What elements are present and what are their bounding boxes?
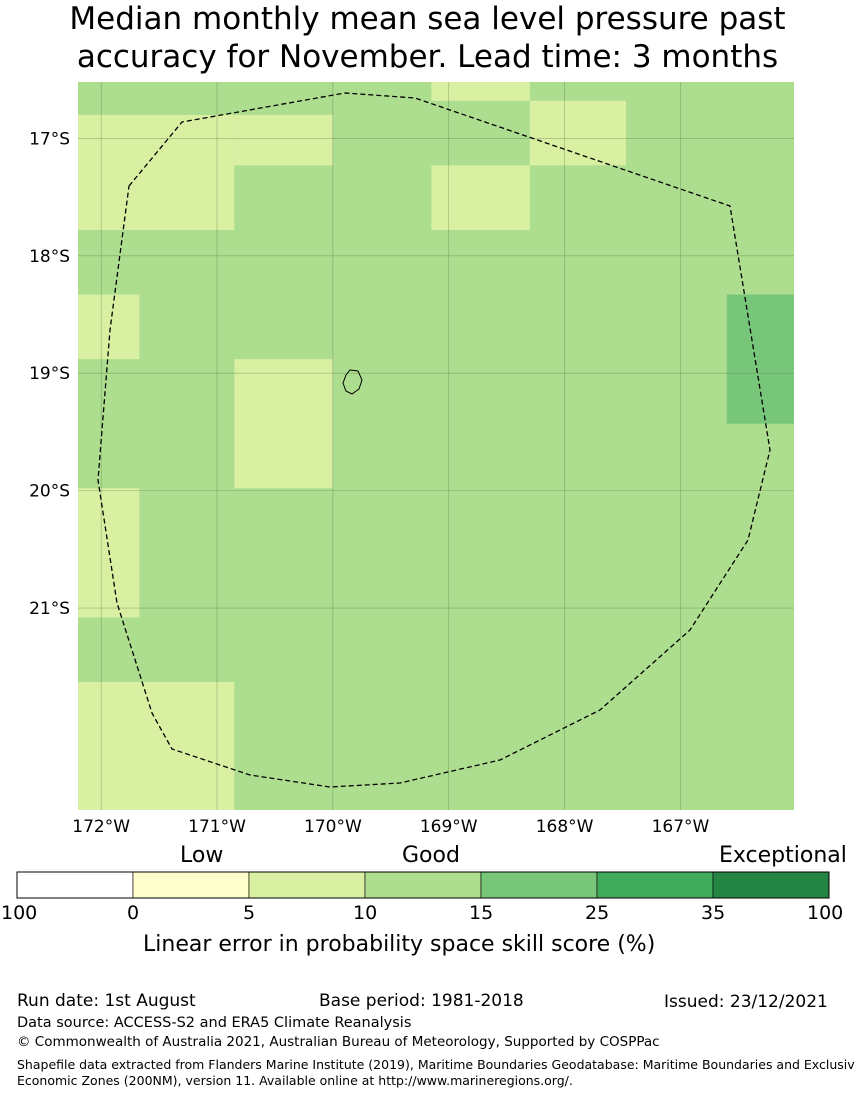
colorbar-segment xyxy=(480,871,598,899)
legend-label-good: Good xyxy=(402,843,460,868)
colorbar-tick: 10 xyxy=(353,902,378,924)
lon-tick-label: 170°W xyxy=(304,817,362,837)
map-title: Median monthly mean sea level pressure p… xyxy=(0,0,855,76)
skill-cell xyxy=(431,165,530,230)
colorbar-axis-label: Linear error in probability space skill … xyxy=(143,932,656,957)
colorbar-tick: 100 xyxy=(1,902,38,924)
shapefile-credit-line-1: Shapefile data extracted from Flanders M… xyxy=(17,1057,855,1072)
colorbar-segment xyxy=(132,871,250,899)
copyright-notice: © Commonwealth of Australia 2021, Austra… xyxy=(17,1034,660,1050)
skill-cell xyxy=(234,359,333,489)
eez-boundary xyxy=(97,92,771,788)
colorbar-tick: 35 xyxy=(701,902,726,924)
skill-cell xyxy=(234,114,333,166)
issued-date: Issued: 23/12/2021 xyxy=(664,992,828,1012)
map-title-line-1: Median monthly mean sea level pressure p… xyxy=(69,1,786,37)
colorbar-tick: 0 xyxy=(127,902,140,924)
lon-tick-label: 171°W xyxy=(188,817,246,837)
lat-tick-label: 21°S xyxy=(29,599,70,619)
shapefile-credit-line-2: Economic Zones (200NM), version 11. Avai… xyxy=(17,1073,573,1088)
lat-tick-label: 18°S xyxy=(29,247,70,267)
skill-cell xyxy=(529,100,627,166)
lat-tick-label: 17°S xyxy=(29,129,70,149)
colorbar-segment xyxy=(248,871,366,899)
skill-cell xyxy=(78,294,140,360)
colorbar xyxy=(16,871,830,899)
legend-label-exceptional: Exceptional xyxy=(719,843,847,868)
lon-tick-label: 169°W xyxy=(420,817,478,837)
colorbar-tick: 15 xyxy=(469,902,494,924)
colorbar-tick: 100 xyxy=(807,902,844,924)
colorbar-segment xyxy=(712,871,830,899)
legend-label-low: Low xyxy=(180,843,224,868)
skill-cell xyxy=(78,114,235,230)
map-title-line-2: accuracy for November. Lead time: 3 mont… xyxy=(76,39,779,75)
data-source: Data source: ACCESS-S2 and ERA5 Climate … xyxy=(17,1015,412,1031)
colorbar-tick: 25 xyxy=(585,902,610,924)
base-period: Base period: 1981-2018 xyxy=(319,991,524,1011)
lat-tick-label: 20°S xyxy=(29,482,70,502)
skill-cell xyxy=(78,682,235,810)
skill-cell xyxy=(431,82,530,101)
skill-cell xyxy=(726,294,794,424)
colorbar-segment xyxy=(16,871,134,899)
map-panel: 172°W 171°W 170°W 169°W 168°W 167°W 17°S 18°S 19… xyxy=(29,82,794,837)
lon-tick-label: 168°W xyxy=(536,817,594,837)
lat-tick-label: 19°S xyxy=(29,364,70,384)
lon-tick-label: 172°W xyxy=(72,817,130,837)
run-date: Run date: 1st August xyxy=(17,991,196,1011)
island-outline xyxy=(342,369,363,395)
colorbar-segment xyxy=(596,871,714,899)
colorbar-segment xyxy=(364,871,482,899)
colorbar-frame xyxy=(16,871,830,899)
colorbar-tick: 5 xyxy=(243,902,256,924)
lon-tick-label: 167°W xyxy=(652,817,710,837)
